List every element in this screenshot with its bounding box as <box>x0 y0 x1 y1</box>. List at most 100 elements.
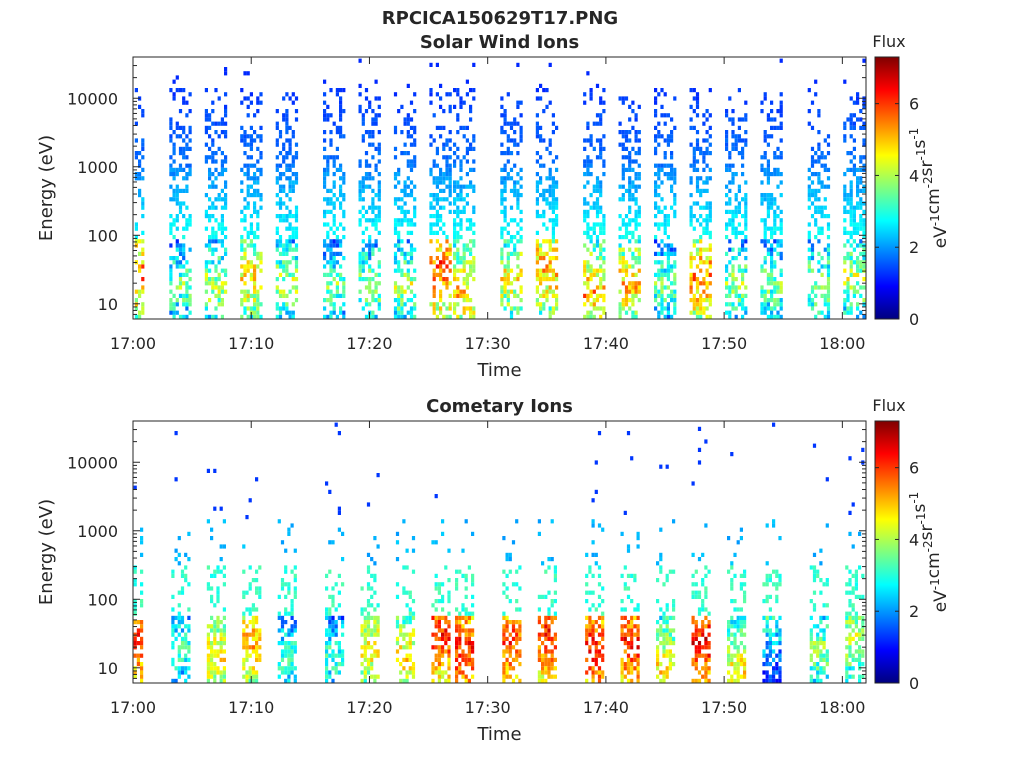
flux-cell <box>342 88 346 93</box>
flux-cell <box>374 214 378 219</box>
flux-cell <box>323 214 327 219</box>
flux-cell <box>403 256 407 261</box>
flux-cell <box>402 590 406 595</box>
flux-cell <box>763 243 767 248</box>
flux-cell <box>807 239 811 244</box>
flux-cell <box>178 281 183 286</box>
flux-cell <box>545 289 549 294</box>
flux-cell <box>172 306 176 311</box>
flux-cell <box>541 657 545 662</box>
flux-cell <box>397 243 401 248</box>
flux-cell <box>621 134 625 139</box>
flux-cell <box>406 239 410 244</box>
flux-cell <box>737 268 741 273</box>
flux-cell <box>248 620 252 625</box>
flux-cell <box>597 678 602 683</box>
flux-cell <box>172 159 176 164</box>
flux-cell <box>555 277 559 282</box>
flux-cell <box>397 293 401 298</box>
flux-cell <box>550 657 554 662</box>
flux-cell <box>471 582 475 587</box>
flux-cell <box>762 653 766 658</box>
flux-cell <box>697 594 702 599</box>
flux-cell <box>291 302 295 307</box>
colorbar-tick-label: 4 <box>909 166 919 185</box>
flux-cell <box>211 109 215 114</box>
flux-cell <box>583 260 587 265</box>
flux-cell <box>437 657 441 662</box>
flux-cell <box>542 209 546 214</box>
flux-cell <box>277 674 281 679</box>
flux-cell <box>592 222 596 227</box>
flux-cell <box>551 256 555 261</box>
flux-cell <box>211 239 215 244</box>
flux-cell <box>442 251 446 256</box>
flux-cell <box>862 104 866 109</box>
flux-cell <box>275 125 279 130</box>
flux-cell <box>444 670 448 675</box>
flux-cell <box>249 138 253 143</box>
flux-cell <box>768 607 772 612</box>
flux-cell <box>826 134 831 139</box>
flux-cell <box>182 214 186 219</box>
flux-cell <box>214 239 218 244</box>
flux-cell <box>342 235 346 240</box>
flux-cell <box>856 92 860 97</box>
flux-cell <box>326 289 330 294</box>
flux-cell <box>770 243 774 248</box>
flux-cell <box>469 226 473 231</box>
flux-cell <box>704 657 708 662</box>
flux-cell <box>634 151 638 156</box>
flux-cell <box>823 314 827 319</box>
flux-cell <box>246 167 250 172</box>
flux-cell <box>467 632 471 637</box>
flux-cell <box>856 167 860 172</box>
flux-cell <box>665 620 669 625</box>
flux-cell <box>760 218 764 223</box>
flux-cell <box>464 578 468 583</box>
flux-cell <box>725 235 729 240</box>
flux-cell <box>220 289 224 294</box>
flux-cell <box>287 590 291 595</box>
flux-cell <box>659 557 663 562</box>
flux-cell <box>597 674 602 679</box>
flux-cell <box>325 607 329 612</box>
flux-cell <box>702 188 706 193</box>
flux-cell <box>253 264 257 269</box>
flux-cell <box>727 670 731 675</box>
flux-cell <box>455 645 459 650</box>
flux-cell <box>623 666 627 671</box>
flux-cell <box>400 310 404 315</box>
flux-cell <box>779 180 783 185</box>
flux-cell <box>377 146 381 151</box>
flux-cell <box>599 285 603 290</box>
flux-cell <box>397 197 401 202</box>
flux-cell <box>178 167 183 172</box>
flux-cell <box>727 624 731 629</box>
flux-cell <box>332 306 336 311</box>
flux-cell <box>779 243 783 248</box>
flux-cell <box>182 167 186 172</box>
flux-cell <box>535 201 539 206</box>
flux-cell <box>432 197 436 202</box>
flux-cell <box>280 615 285 620</box>
flux-cell <box>248 678 252 683</box>
flux-cell <box>591 620 595 625</box>
flux-cell <box>592 146 596 151</box>
flux-cell <box>465 193 469 198</box>
flux-cell <box>776 302 780 307</box>
flux-cell <box>246 205 250 210</box>
flux-cell <box>259 268 263 273</box>
flux-cell <box>210 670 214 675</box>
flux-cell <box>211 285 215 290</box>
flux-cell <box>807 222 811 227</box>
flux-cell <box>519 268 523 273</box>
flux-cell <box>856 243 860 248</box>
flux-cell <box>393 230 398 235</box>
flux-cell <box>539 193 543 198</box>
flux-cell <box>208 134 212 139</box>
flux-cell <box>462 243 466 248</box>
flux-cell <box>707 657 711 662</box>
flux-cell <box>329 251 333 256</box>
flux-cell <box>441 607 445 612</box>
